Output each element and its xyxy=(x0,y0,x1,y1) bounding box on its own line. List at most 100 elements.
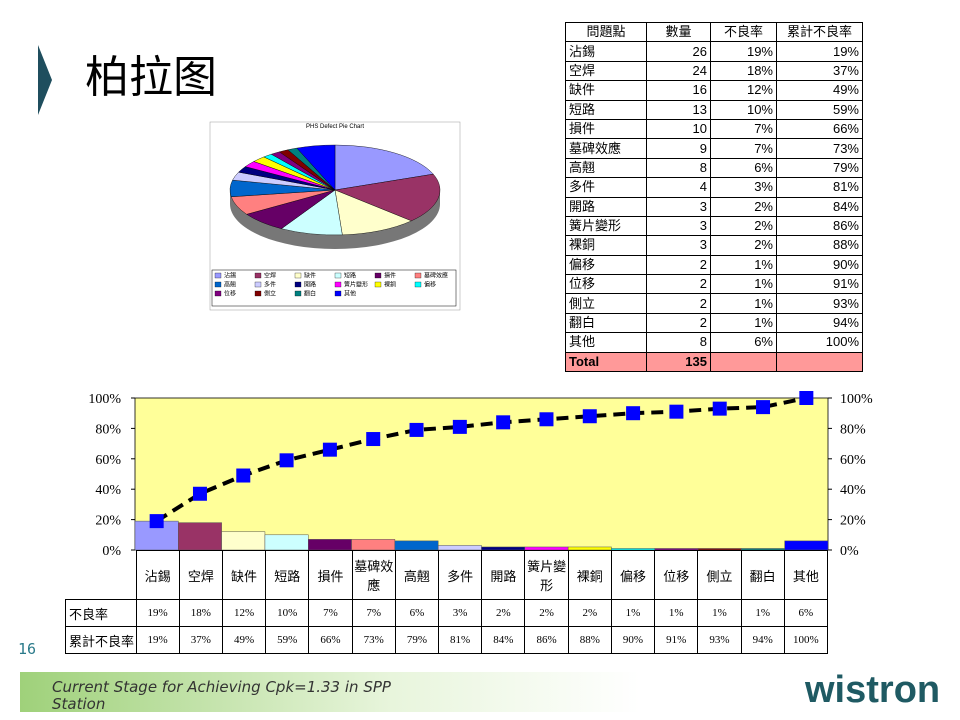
legend-label: 損件 xyxy=(384,272,396,280)
legend-label: 裸銅 xyxy=(384,281,396,289)
table-cell: 3 xyxy=(646,196,711,217)
data-table: 問題點 數量 不良率 累計不良率 沾錫 26 19% 19% 空焊 24 18% 37% 缺件 16 12%… xyxy=(565,21,863,373)
table-cell: 2% xyxy=(710,235,777,256)
legend-label: 位移 xyxy=(224,290,236,298)
table-row: 其他 8 6% 100% xyxy=(565,332,863,353)
table-cell: 損件 xyxy=(565,118,647,140)
total-cell: Total xyxy=(565,351,647,373)
table-cell: 短路 xyxy=(565,99,647,120)
line-marker xyxy=(799,391,814,405)
legend-label: 缺件 xyxy=(304,272,316,280)
table-cell: 91% xyxy=(776,274,863,295)
slide-title: 柏拉图 xyxy=(85,52,217,103)
y2-tick-label: 40% xyxy=(840,483,866,498)
value-label: 73% xyxy=(351,626,396,654)
table-row: 裸銅 3 2% 88% xyxy=(565,235,863,256)
value-label: 10% xyxy=(265,599,310,627)
table-cell: 2% xyxy=(710,196,777,217)
category-label: 簧片變形 xyxy=(524,550,569,600)
category-label: 開路 xyxy=(481,550,526,600)
value-label: 19% xyxy=(135,626,180,654)
table-cell: 1% xyxy=(710,312,777,334)
value-label: 12% xyxy=(221,599,267,627)
total-cell xyxy=(776,351,863,373)
title-chevron xyxy=(38,45,52,115)
table-cell: 94% xyxy=(776,312,863,334)
legend-swatch xyxy=(254,281,262,288)
line-marker xyxy=(192,486,207,501)
table-row: 多件 4 3% 81% xyxy=(565,177,863,198)
pie-slice xyxy=(334,144,434,191)
table-cell: 18% xyxy=(710,60,777,82)
table-row: 損件 10 7% 66% xyxy=(565,118,863,140)
legend-swatch xyxy=(414,272,422,279)
value-label: 2% xyxy=(481,599,526,627)
table-cell: 沾錫 xyxy=(565,41,647,62)
category-label: 偏移 xyxy=(610,550,656,600)
table-cell: 簧片變形 xyxy=(565,215,647,237)
legend-swatch xyxy=(214,290,222,297)
bar xyxy=(221,531,266,551)
table-cell: 1% xyxy=(710,274,777,295)
value-label: 86% xyxy=(524,626,569,654)
page-number: 16 xyxy=(18,640,36,658)
category-label: 多件 xyxy=(438,550,483,600)
value-label: 2% xyxy=(567,599,612,627)
line-marker xyxy=(539,412,554,427)
table-cell: 墓碑效應 xyxy=(565,138,647,159)
category-row: 沾錫 空焊 缺件 短路 損件 墓碑效應 高翹 多件 開路 簧片變形 裸銅 偏移 位移 側立 翻白 其他 xyxy=(65,550,829,600)
table-cell: 84% xyxy=(776,196,863,217)
total-cell xyxy=(710,351,777,373)
table-cell: 81% xyxy=(776,177,863,198)
line-marker xyxy=(236,468,251,483)
category-label: 翻白 xyxy=(740,550,785,600)
table-row: 開路 3 2% 84% xyxy=(565,196,863,217)
pareto-table: 沾錫 空焊 缺件 短路 損件 墓碑效應 高翹 多件 開路 簧片變形 裸銅 偏移 位移 側立 翻白 其他 不良率 1… xyxy=(65,550,829,654)
table-cell: 79% xyxy=(776,157,863,179)
table-cell: 10 xyxy=(646,118,711,140)
legend-swatch xyxy=(334,281,342,288)
legend-swatch xyxy=(294,281,302,288)
value-label: 93% xyxy=(697,626,742,654)
table-cell: 73% xyxy=(776,138,863,159)
table-row: 沾錫 26 19% 19% xyxy=(565,41,863,62)
value-label: 6% xyxy=(394,599,440,627)
table-cell: 3 xyxy=(646,235,711,256)
table-cell: 6% xyxy=(710,332,777,353)
line-marker xyxy=(322,442,337,457)
table-cell: 37% xyxy=(776,60,863,82)
table-cell: 7% xyxy=(710,118,777,140)
footer-text: Current Stage for Achieving Cpk=1.33 in … xyxy=(52,678,391,713)
legend-label: 開路 xyxy=(304,281,316,289)
category-label: 墓碑效應 xyxy=(351,550,396,600)
line-marker xyxy=(279,453,294,468)
series-name: 累計不良率 xyxy=(65,626,137,654)
line-marker xyxy=(582,409,597,424)
table-cell: 93% xyxy=(776,293,863,314)
bar xyxy=(394,540,439,551)
legend-swatch xyxy=(254,272,262,279)
value-label: 88% xyxy=(567,626,612,654)
table-cell: 100% xyxy=(776,332,863,353)
line-marker xyxy=(756,400,771,415)
legend-swatch xyxy=(334,290,342,297)
table-cell: 空焊 xyxy=(565,60,647,82)
value-label: 84% xyxy=(481,626,526,654)
table-cell: 偏移 xyxy=(565,254,647,276)
table-cell: 13 xyxy=(646,99,711,120)
value-label: 37% xyxy=(178,626,223,654)
value-label: 7% xyxy=(308,599,353,627)
legend-label: 簧片變形 xyxy=(344,281,368,289)
legend-swatch xyxy=(374,281,382,288)
legend-swatch xyxy=(334,272,342,279)
y2-tick-label: 80% xyxy=(840,422,866,437)
series-row: 不良率 19% 18% 12% 10% 7% 7% 6% 3% 2% 2% 2% 1% 1% 1% 1% 6% xyxy=(65,599,829,627)
legend-label: 沾錫 xyxy=(224,272,236,280)
y-tick-label: 20% xyxy=(95,514,121,529)
legend-label: 空焊 xyxy=(264,272,276,280)
value-label: 7% xyxy=(351,599,396,627)
bar xyxy=(351,539,396,551)
bar xyxy=(178,522,222,551)
